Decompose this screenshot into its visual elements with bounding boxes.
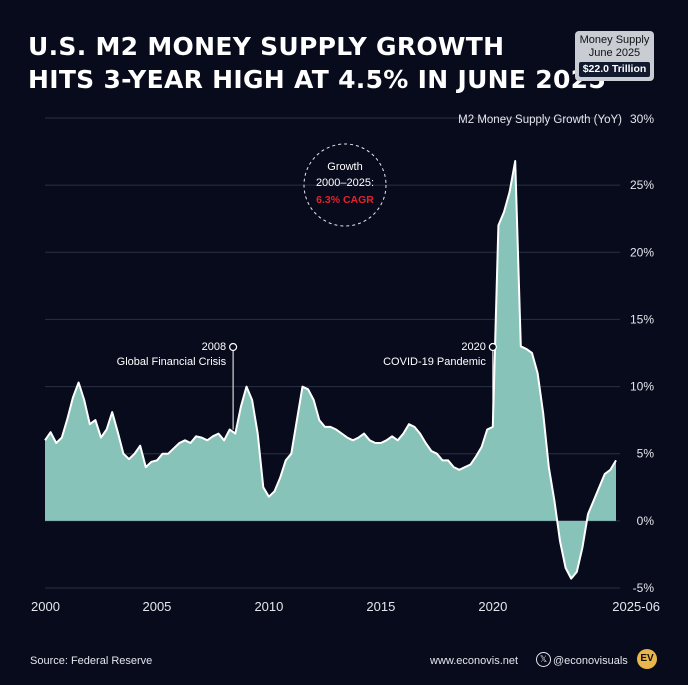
annotation-year: 2020 <box>461 341 485 353</box>
x-tick-label: 2010 <box>254 599 283 614</box>
website-link[interactable]: www.econovis.net <box>430 655 519 667</box>
money-supply-badge: Money Supply June 2025 $22.0 Trillion <box>575 31 654 81</box>
chart-title: U.S. M2 Money Supply Growth Hits 3-Year … <box>28 30 607 96</box>
x-tick-label: 2005 <box>142 599 171 614</box>
badge-line-1: Money Supply <box>579 34 650 46</box>
callout-line-1: Growth <box>327 161 362 173</box>
y-tick-label: -5% <box>633 581 655 595</box>
econovis-logo: EV <box>637 649 657 669</box>
badge-line-2: June 2025 <box>588 47 641 59</box>
y-tick-label: 0% <box>637 514 655 528</box>
x-tick-label: 2015 <box>366 599 395 614</box>
annotation-marker <box>488 342 497 352</box>
annotation-text: Global Financial Crisis <box>117 356 227 368</box>
callout-cagr: 6.3% CAGR <box>316 194 374 206</box>
x-logo-icon: 𝕏 <box>536 652 551 667</box>
x-tick-label: 2025-06 <box>612 599 660 614</box>
annotations: 2008 Global Financial Crisis 2020 COVID-19 … <box>117 341 497 430</box>
x-tick-label: 2000 <box>31 599 60 614</box>
badge-value: $22.0 Trillion <box>578 62 651 77</box>
growth-line <box>44 160 617 580</box>
y-tick-label: 20% <box>630 245 654 259</box>
y-axis-labels: -5% 0% 5% 10% 15% 20% 25% 30% <box>630 112 654 595</box>
callout-line-2: 2000–2025: <box>316 177 374 189</box>
y-tick-label: 5% <box>637 447 655 461</box>
y-axis-title: M2 Money Supply Growth (YoY) <box>458 114 622 126</box>
annotation-text: COVID-19 Pandemic <box>383 356 486 368</box>
title-line-1: U.S. M2 Money Supply Growth <box>28 32 505 61</box>
title-line-2: Hits 3-Year High at 4.5% in June 2025 <box>28 65 607 94</box>
annotation-marker <box>228 342 238 352</box>
m2-growth-chart: -5% 0% 5% 10% 15% 20% 25% 30% M2 Money Supply G… <box>31 112 660 614</box>
x-axis-labels: 2000 2005 2010 2015 2020 2025-06 <box>31 599 660 614</box>
x-tick-label: 2020 <box>478 599 507 614</box>
y-tick-label: 25% <box>630 178 654 192</box>
social-handle[interactable]: @econovisuals <box>553 655 628 667</box>
source-note: Source: Federal Reserve <box>30 655 153 667</box>
y-tick-label: 10% <box>630 380 654 394</box>
annotation-year: 2008 <box>202 341 226 353</box>
growth-area <box>45 161 616 579</box>
cagr-callout: Growth 2000–2025: 6.3% CAGR <box>303 143 387 227</box>
y-tick-label: 15% <box>630 312 654 326</box>
y-tick-label: 30% <box>630 112 654 126</box>
